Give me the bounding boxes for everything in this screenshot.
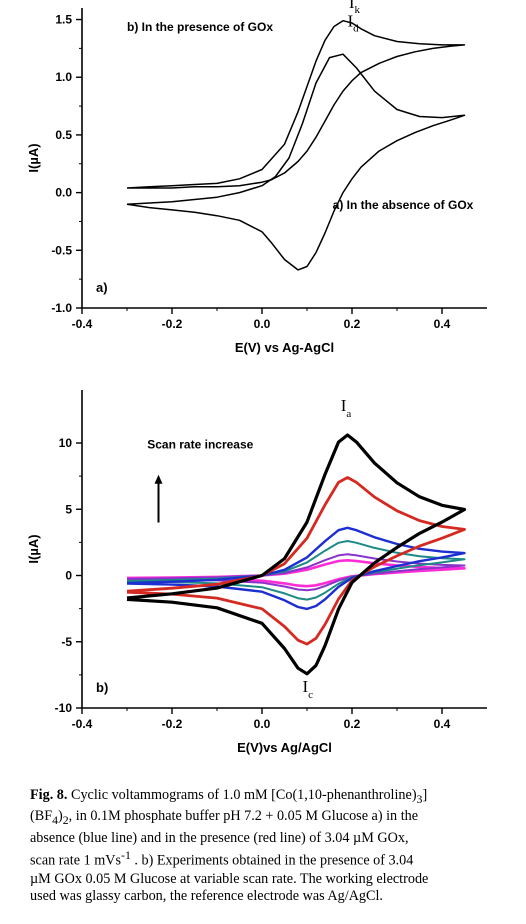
caption-line-1: Cyclic voltammograms of 1.0 mM [Co(1,10-…	[67, 787, 417, 803]
y-tick-label: 5	[65, 502, 72, 516]
peak-label: Ik	[349, 0, 361, 16]
caption-line-6: used was glassy carbon, the reference el…	[30, 888, 383, 905]
x-tick-label: 0.0	[254, 717, 271, 731]
peak-label-sub: c	[308, 689, 313, 701]
peak-label-sub: d	[353, 22, 359, 34]
caption-line-1-sub: 3	[416, 791, 423, 806]
series-line-5	[126, 559, 466, 588]
x-tick-label: 0.4	[434, 317, 451, 331]
x-tick-label: -0.4	[72, 317, 93, 331]
peak-label: Id	[348, 11, 360, 34]
x-tick-label: -0.4	[72, 717, 93, 731]
panel-label: a)	[96, 280, 108, 295]
caption-line-2-mid: )	[58, 808, 63, 825]
y-tick-label: -1.0	[51, 301, 72, 315]
y-tick-label: 0.0	[55, 186, 72, 200]
caption-line-5: µM GOx 0.05 M Glucose at variable scan r…	[30, 870, 429, 887]
x-axis-title: E(V)vs Ag/AgCl	[237, 740, 332, 755]
annotation: a) In the absence of GOx	[333, 198, 474, 212]
x-tick-label: -0.2	[162, 317, 183, 331]
peak-label-sub: k	[355, 4, 361, 16]
peak-label: Ic	[303, 677, 314, 701]
series-line-3	[126, 540, 466, 601]
y-axis-title: I(µA)	[26, 143, 41, 172]
series-line-2	[126, 526, 466, 611]
chart-b-plot-area: -0.4 -0.2 0.0 0.2 0.4 -10 -5 0 5 10 E(V)vs Ag/AgCl…	[26, 390, 487, 755]
caption-line-4-pre: scan rate 1 mVs	[30, 853, 122, 870]
panel-label: b)	[96, 680, 108, 695]
x-tick-label: 0.0	[254, 317, 271, 331]
series-line-4	[126, 553, 466, 592]
peak-label-sub: a	[346, 408, 351, 420]
y-tick-label: 0.5	[55, 128, 72, 142]
series-line-0	[126, 19, 466, 189]
y-tick-label: -10	[55, 701, 73, 715]
caption-line-2-sub-2: 2	[62, 813, 69, 828]
y-tick-label: -5	[61, 635, 72, 649]
x-tick-label: -0.2	[162, 717, 183, 731]
caption-line-2-pre: (BF	[30, 808, 53, 825]
caption-fig-label: Fig. 8.	[30, 787, 68, 803]
peak-label-main: I	[349, 0, 355, 12]
peak-label-main: I	[341, 396, 347, 415]
chart-b: -0.4 -0.2 0.0 0.2 0.4 -10 -5 0 5 10 E(V)vs Ag/AgCl…	[26, 390, 487, 755]
peak-label-main: I	[303, 677, 309, 696]
caption-line-2-rest: , in 0.1M phosphate buffer pH 7.2 + 0.05…	[68, 808, 419, 825]
y-tick-label: 1.5	[55, 13, 72, 27]
figure-caption: Fig. 8. Cyclic voltammograms of 1.0 mM […	[30, 787, 500, 906]
y-tick-label: 0	[65, 569, 72, 583]
peak-label: Ia	[341, 396, 352, 420]
x-tick-label: 0.2	[344, 317, 361, 331]
caption-line-3: absence (blue line) and in the presence …	[30, 829, 409, 846]
series-line-1	[126, 53, 466, 271]
peak-label-main: I	[348, 11, 354, 30]
annotation: Scan rate increase	[147, 437, 253, 451]
caption-line-1-end: ]	[422, 787, 428, 803]
y-tick-label: -0.5	[51, 243, 72, 257]
x-tick-label: 0.2	[344, 717, 361, 731]
y-tick-label: 1.0	[55, 70, 72, 84]
y-tick-label: 10	[59, 436, 73, 450]
x-axis-title: E(V) vs Ag-AgCl	[235, 340, 334, 355]
y-axis-title: I(µA)	[26, 534, 41, 563]
caption-line-4-sup: -1	[121, 848, 131, 863]
scan-rate-arrow-head	[154, 474, 163, 484]
annotation: b) In the presence of GOx	[127, 20, 273, 34]
x-tick-label: 0.4	[434, 717, 451, 731]
caption-line-2-sub-1: 4	[52, 813, 58, 828]
caption-line-4-rest: . b) Experiments obtained in the presenc…	[130, 853, 414, 870]
chart-a: -0.4 -0.2 0.0 0.2 0.4 -1.0 -0.5 0.0 0.5 1.0 1.5 E(V…	[26, 0, 487, 355]
series-line-1	[126, 476, 466, 646]
chart-a-plot-area: -0.4 -0.2 0.0 0.2 0.4 -1.0 -0.5 0.0 0.5 1.0 1.5 E(V…	[26, 0, 487, 355]
series-line-0	[126, 433, 467, 676]
